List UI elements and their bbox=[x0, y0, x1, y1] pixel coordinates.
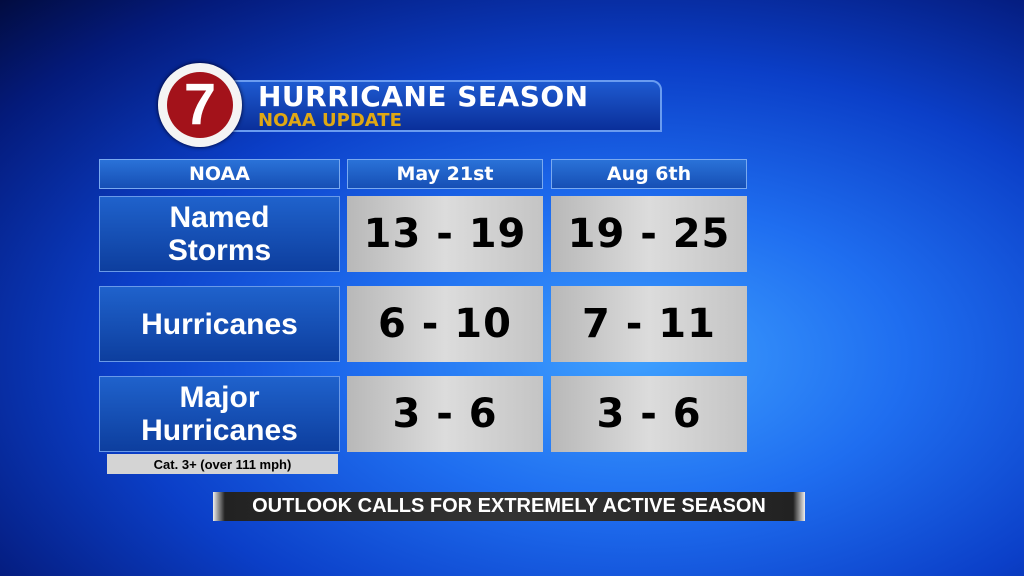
cell-named-storms-aug: 19 - 25 bbox=[551, 196, 747, 272]
cell-hurricanes-aug: 7 - 11 bbox=[551, 286, 747, 362]
graphic-title: HURRICANE SEASON bbox=[258, 80, 589, 113]
graphic-subtitle: NOAA UPDATE bbox=[258, 110, 402, 131]
cell-major-may: 3 - 6 bbox=[347, 376, 543, 452]
column-header-may: May 21st bbox=[347, 159, 543, 189]
row-label-named-storms: Named Storms bbox=[99, 196, 340, 272]
title-panel bbox=[230, 80, 662, 132]
cell-major-aug: 3 - 6 bbox=[551, 376, 747, 452]
logo-seven: 7 bbox=[167, 72, 233, 138]
row-label-text: Named Storms bbox=[167, 201, 272, 267]
column-header-source: NOAA bbox=[99, 159, 340, 189]
lower-third-banner: OUTLOOK CALLS FOR EXTREMELY ACTIVE SEASO… bbox=[213, 492, 805, 521]
column-header-aug: Aug 6th bbox=[551, 159, 747, 189]
row-label-major-hurricanes: Major Hurricanes bbox=[99, 376, 340, 452]
row-label-text: Major Hurricanes bbox=[141, 381, 298, 447]
major-hurricane-note: Cat. 3+ (over 111 mph) bbox=[107, 454, 338, 474]
cell-hurricanes-may: 6 - 10 bbox=[347, 286, 543, 362]
cell-named-storms-may: 13 - 19 bbox=[347, 196, 543, 272]
row-label-hurricanes: Hurricanes bbox=[99, 286, 340, 362]
channel-7-logo: 7 bbox=[158, 63, 242, 147]
